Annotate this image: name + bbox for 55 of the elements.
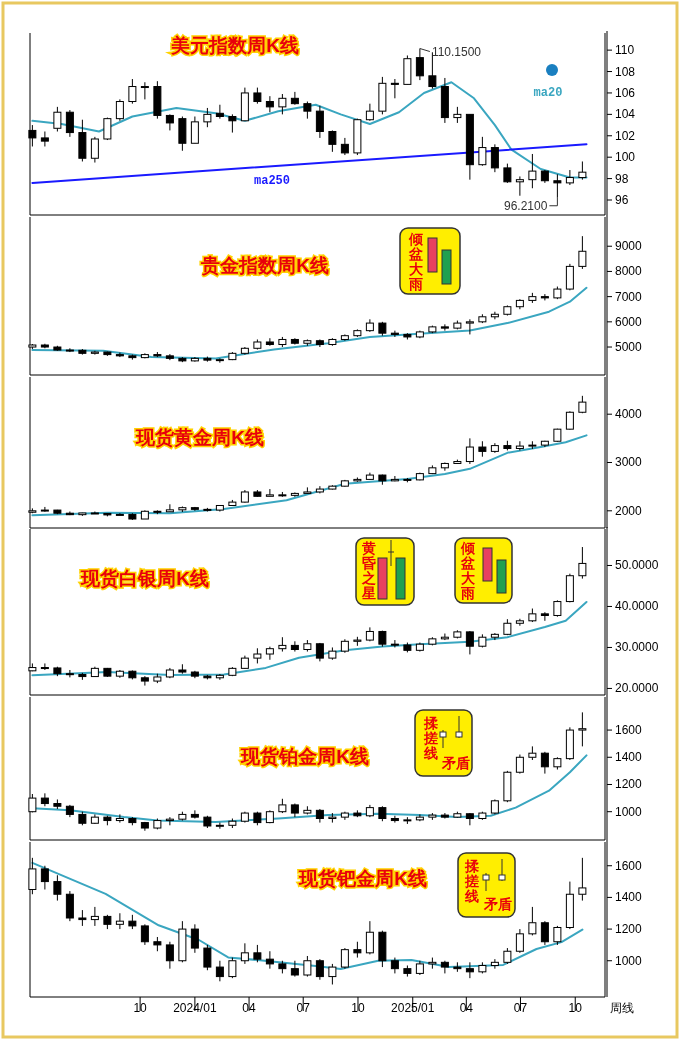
x-tick-label: 04 <box>459 1001 474 1015</box>
y-tick-label: 50.0000 <box>615 558 659 573</box>
text: 现货白银周K线 <box>80 568 209 589</box>
y-tick-label: 8000 <box>615 264 643 279</box>
x-tick-label: 07 <box>296 1001 311 1015</box>
x-axis-title: 周线 <box>610 1001 634 1015</box>
y-tick-label: 9000 <box>615 239 643 254</box>
annotation: 矛盾 <box>483 896 512 912</box>
annotation: 倾盆大雨 <box>460 540 476 601</box>
y-tick-label: 106 <box>615 85 636 100</box>
y-tick-label: 104 <box>615 107 636 122</box>
y-tick-label: 108 <box>615 64 636 79</box>
annotation: 矛盾 <box>441 755 470 771</box>
text: 贵金指数周K线 <box>200 255 329 276</box>
y-tick-label: 1200 <box>615 777 643 792</box>
y-tick-label: 102 <box>615 128 636 143</box>
y-tick-label: 100 <box>615 150 636 165</box>
x-tick-label: 10 <box>351 1001 365 1015</box>
y-tick-label: 1000 <box>615 804 643 819</box>
x-tick-label: 2025/01 <box>391 1001 435 1015</box>
y-tick-label: 1200 <box>615 922 643 937</box>
series-label: ma250 <box>253 174 291 188</box>
y-tick-label: 3000 <box>615 455 643 470</box>
x-tick-label: 10 <box>568 1001 583 1015</box>
y-tick-label: 20.0000 <box>615 681 659 696</box>
y-tick-label: 1000 <box>615 953 643 968</box>
y-tick-label: 1400 <box>615 750 643 765</box>
x-tick-label: 2024/01 <box>173 1001 217 1015</box>
y-tick-label: 1600 <box>615 723 643 738</box>
x-tick-label: 07 <box>513 1001 528 1015</box>
chart-title: 美元指数周K线 <box>170 35 299 56</box>
y-tick-label: 98 <box>615 171 629 186</box>
x-tick-label: 04 <box>242 1001 257 1015</box>
y-tick-label: 110 <box>615 43 635 58</box>
y-tick-label: 96 <box>615 193 629 208</box>
text: 现货铂金周K线 <box>240 746 369 767</box>
y-tick-label: 1600 <box>615 858 643 873</box>
annotation: 96.2100 <box>503 198 548 213</box>
y-tick-label: 5000 <box>615 340 643 355</box>
x-tick-label: 10 <box>133 1001 148 1015</box>
y-tick-label: 40.0000 <box>615 599 659 614</box>
text: 现货黄金周K线 <box>135 427 264 448</box>
y-tick-label: 4000 <box>615 407 643 422</box>
y-tick-label: 7000 <box>615 289 643 304</box>
annotation: 110.1500 <box>431 44 482 59</box>
annotation: 黄昏之星 <box>361 540 376 601</box>
annotation: 揉搓线 <box>423 715 439 761</box>
text: ma20 <box>533 86 563 100</box>
annotation: 倾盆大雨 <box>408 231 424 292</box>
text: 现货钯金周K线 <box>298 868 427 889</box>
y-tick-label: 2000 <box>615 503 643 518</box>
y-tick-label: 1400 <box>615 890 643 905</box>
annotation: 揉搓线 <box>464 858 480 904</box>
y-tick-label: 30.0000 <box>615 640 659 655</box>
y-tick-label: 6000 <box>615 314 643 329</box>
